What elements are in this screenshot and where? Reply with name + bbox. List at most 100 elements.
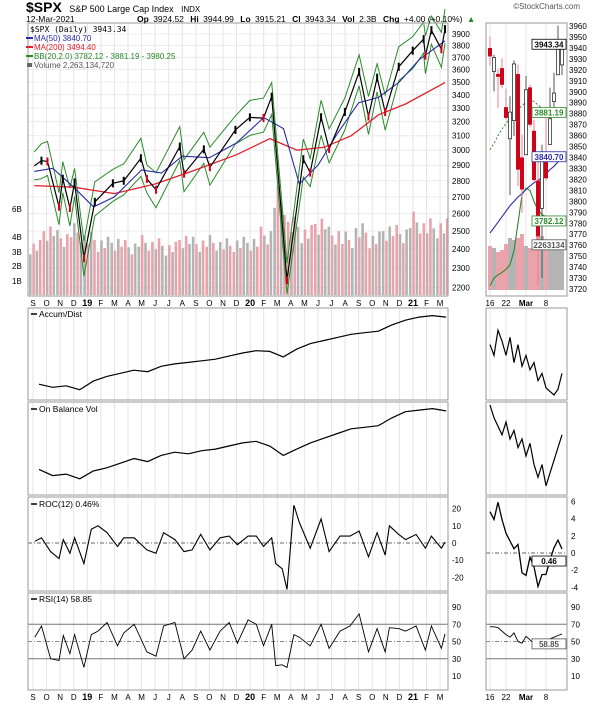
legend-volume: Volume 2,263,134,720 <box>34 61 115 70</box>
month-label: M <box>301 299 308 308</box>
up-arrow-icon: ▲ <box>467 14 475 24</box>
rsi-callout: 58.85 <box>539 640 560 649</box>
volume-bar <box>42 231 46 295</box>
price-axis-label: 2600 <box>452 210 470 219</box>
volume-bar <box>212 242 215 295</box>
bb-low-callout-box <box>531 215 567 227</box>
volume-bar <box>442 233 446 295</box>
chart-marks <box>28 9 567 669</box>
month-label: F <box>98 693 103 702</box>
month-label: M <box>274 299 281 308</box>
watermark: ©StockCharts.com <box>513 2 580 11</box>
volume-bar <box>79 242 83 295</box>
volume-bar <box>310 224 313 295</box>
volume-bar <box>354 227 358 295</box>
month-label: A <box>125 299 131 308</box>
price-candle <box>384 108 387 117</box>
volume-bar <box>123 239 127 295</box>
volume-bar <box>323 229 327 295</box>
detail-adl-line <box>489 327 563 396</box>
volume-bar <box>201 240 205 295</box>
roc-panel-frame <box>27 496 449 592</box>
volume-value: 2.3B <box>359 14 377 24</box>
detail-volume-bar <box>496 252 500 290</box>
adl-line <box>38 314 447 391</box>
volume-axis-label: 6B <box>12 205 22 214</box>
detail-volume-bar <box>504 244 508 290</box>
price-candle <box>320 113 323 122</box>
quote-date: 12-Mar-2021 <box>26 14 75 24</box>
month-label: D <box>71 299 77 308</box>
detail-volume-bar <box>552 244 556 290</box>
bb-upper-line <box>33 9 446 264</box>
roc-axis-label: -10 <box>452 556 464 565</box>
main-detail-frame <box>485 22 568 297</box>
volume-bar <box>86 244 90 295</box>
volume-bar <box>266 244 269 295</box>
month-label: A <box>180 693 186 702</box>
detail-day-label: 8 <box>544 299 549 308</box>
low-value: 3915.21 <box>255 14 286 24</box>
month-label: M <box>274 693 281 702</box>
volume-bar <box>296 226 300 295</box>
rsi-title: RSI(14) 58.85 <box>39 594 92 604</box>
volume-bar <box>130 254 134 295</box>
volume-bar <box>439 223 442 295</box>
volume-bar <box>195 244 198 295</box>
detail-price-axis-label: 3750 <box>569 252 587 261</box>
volume-bar <box>429 218 432 295</box>
high-value: 3944.99 <box>203 14 234 24</box>
month-label: A <box>342 299 348 308</box>
month-label: J <box>316 693 320 702</box>
volume-bar <box>127 247 130 295</box>
volume-bar <box>391 235 395 295</box>
month-label: M <box>138 693 145 702</box>
detail-rsi-axis-label: 50 <box>571 638 580 647</box>
volume-bar <box>405 229 408 295</box>
month-label: F <box>424 299 429 308</box>
rsi-axis-label: 50 <box>452 638 461 647</box>
month-label: M <box>111 693 118 702</box>
volume-bar <box>341 244 344 295</box>
detail-candle-body <box>499 68 504 85</box>
price-axis-label: 3100 <box>452 132 470 141</box>
roc-detail-frame <box>485 496 568 592</box>
volume-bar <box>320 218 324 295</box>
volume-bar <box>222 249 225 295</box>
price-candle <box>178 142 181 151</box>
bb-low-callout: 3782.12 <box>535 217 564 226</box>
volume-bar <box>191 236 195 295</box>
price-candle <box>73 178 76 187</box>
volume-bar <box>374 244 378 295</box>
detail-day-label: Mar <box>519 299 533 308</box>
price-candle <box>46 157 49 166</box>
volume-bar <box>154 249 158 295</box>
month-label: F <box>261 299 266 308</box>
bb-mid-callout: 3881.19 <box>535 108 564 117</box>
detail-candle-body <box>507 111 512 140</box>
month-label: J <box>167 693 171 702</box>
volume-bar <box>432 228 436 295</box>
volume-bar <box>113 250 117 295</box>
detail-price-axis-label: 3830 <box>569 164 587 173</box>
volume-bar <box>401 243 405 295</box>
month-label: S <box>356 693 361 702</box>
price-candle <box>309 168 312 177</box>
price-axis-label: 3700 <box>452 53 470 62</box>
price-candle <box>328 144 331 153</box>
close-value: 3943.34 <box>305 14 336 24</box>
roc-callout-box <box>531 555 567 567</box>
volume-bar <box>357 237 361 295</box>
rsi-detail-frame <box>485 592 568 691</box>
month-label: J <box>153 299 157 308</box>
price-candle <box>343 107 346 116</box>
close-label: Cl <box>292 14 301 24</box>
ma50-callout: 3840.70 <box>535 153 564 162</box>
obv-detail-frame <box>485 401 568 496</box>
detail-roc-axis-label: 2 <box>571 532 576 541</box>
detail-ma50-line <box>489 156 563 234</box>
volume-bar <box>198 251 202 295</box>
rsi-panel-frame <box>27 592 449 691</box>
volume-axis-label: 3B <box>12 248 22 257</box>
month-label: N <box>220 693 226 702</box>
